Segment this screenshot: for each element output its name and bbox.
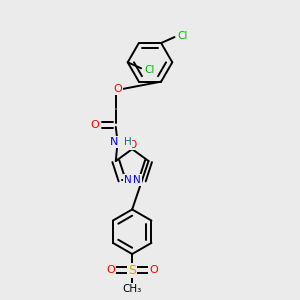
- Text: N: N: [124, 175, 131, 185]
- Text: S: S: [128, 264, 136, 277]
- Text: O: O: [91, 120, 99, 130]
- Text: O: O: [106, 266, 115, 275]
- Text: O: O: [113, 84, 122, 94]
- Text: N: N: [110, 137, 118, 147]
- Text: Cl: Cl: [177, 31, 188, 40]
- Text: N: N: [133, 175, 141, 185]
- Text: H: H: [124, 137, 131, 147]
- Text: O: O: [128, 140, 136, 150]
- Text: O: O: [149, 266, 158, 275]
- Text: CH₃: CH₃: [122, 284, 142, 294]
- Text: Cl: Cl: [144, 65, 154, 75]
